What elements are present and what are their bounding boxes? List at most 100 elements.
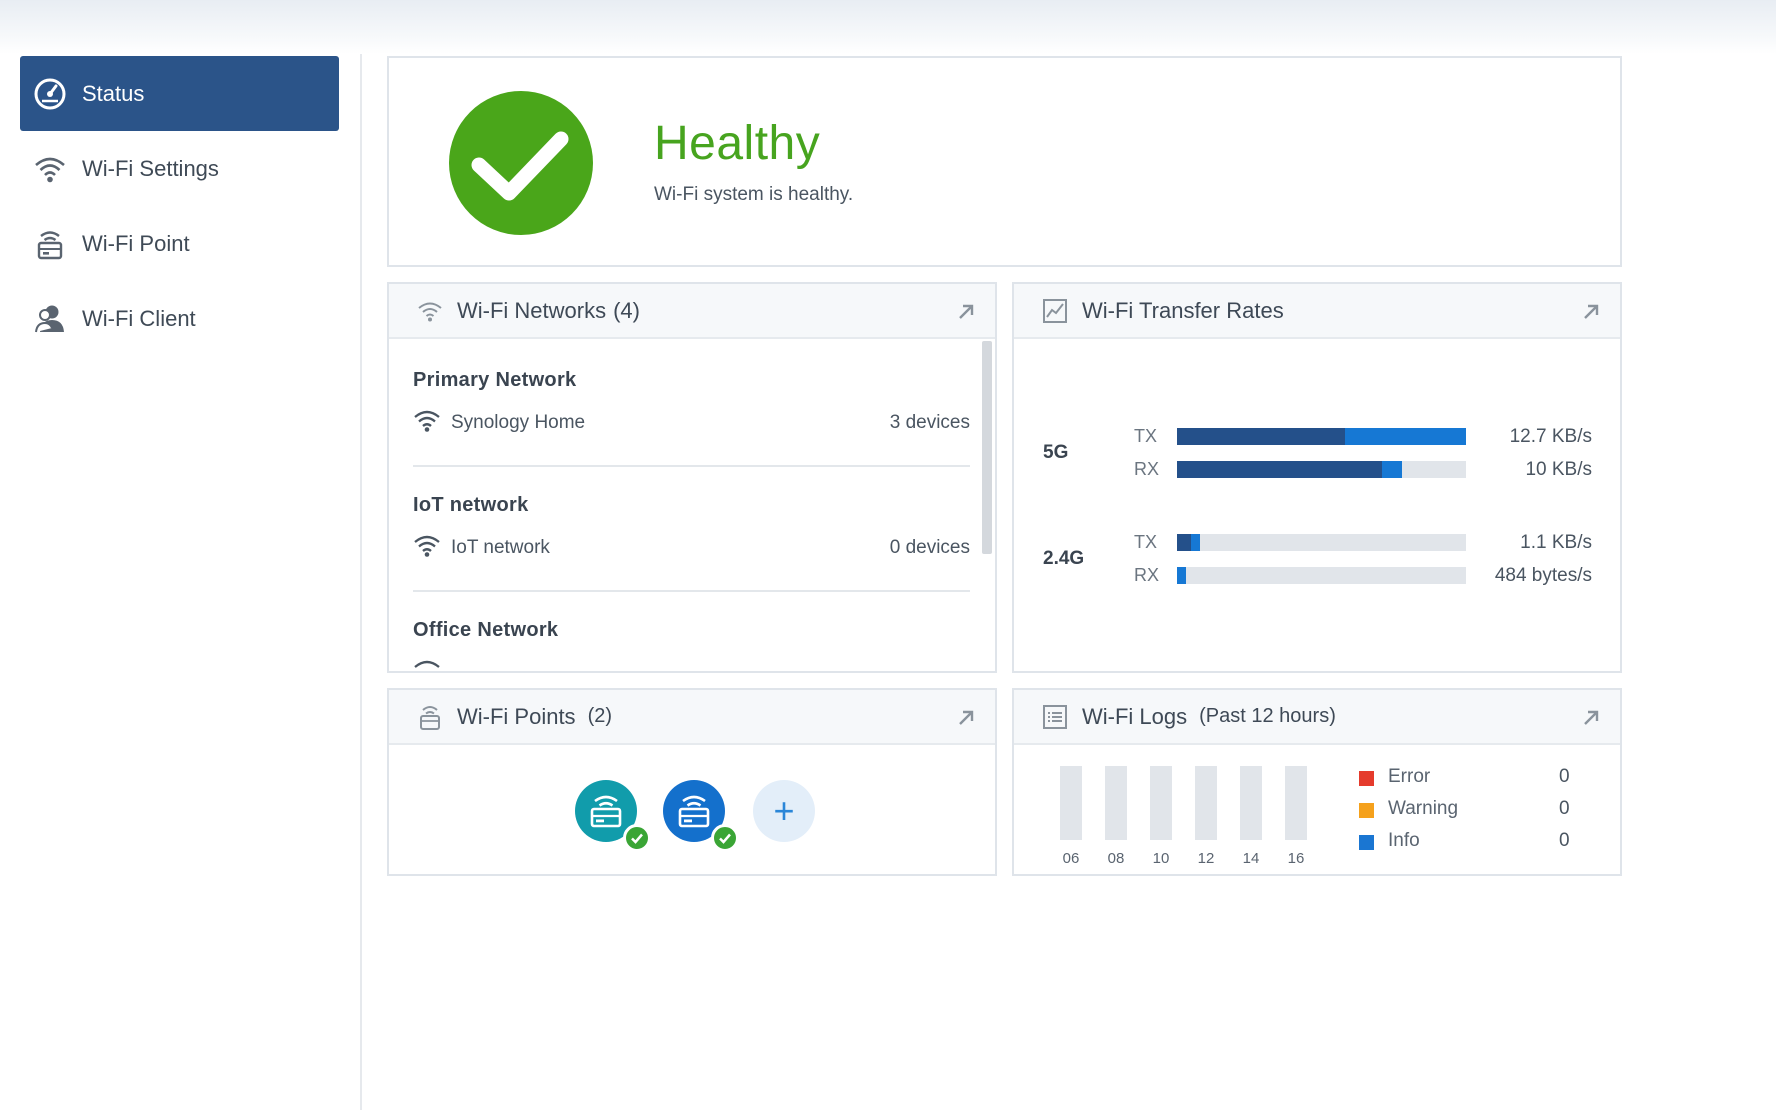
device-count-value: 3 bbox=[889, 412, 901, 433]
network-ssid-row: IoT network 0 devices bbox=[413, 534, 970, 562]
status-ok-icon bbox=[711, 824, 739, 852]
rate-value: 484 bytes/s bbox=[1494, 565, 1592, 586]
network-name: Primary Network bbox=[413, 369, 577, 391]
status-description: Wi-Fi system is healthy. bbox=[654, 184, 854, 205]
network-count: (4) bbox=[613, 297, 640, 323]
sidebar-item-wifi-client[interactable]: Wi-Fi Client bbox=[20, 281, 339, 356]
tx-label: TX bbox=[1134, 532, 1158, 552]
log-bar bbox=[1060, 766, 1082, 840]
wifi-icon bbox=[413, 658, 441, 672]
point-count: (2) bbox=[587, 705, 613, 727]
status-card: Healthy Wi-Fi system is healthy. bbox=[387, 56, 1622, 267]
chart-icon bbox=[1040, 296, 1070, 326]
card-title: Wi-Fi Networks bbox=[457, 297, 607, 323]
network-name: Office Network bbox=[413, 619, 559, 641]
legend-label: Warning bbox=[1388, 798, 1459, 819]
rate-bar bbox=[1177, 428, 1466, 445]
router-icon bbox=[590, 795, 622, 828]
user-icon bbox=[32, 301, 68, 337]
device-count: 3 devices bbox=[890, 412, 970, 434]
rate-bar-base bbox=[1177, 461, 1382, 478]
log-tick-label: 08 bbox=[1107, 850, 1125, 867]
legend-swatch bbox=[1359, 803, 1374, 818]
rate-value: 10 KB/s bbox=[1525, 459, 1592, 480]
sidebar-item-wifi-point[interactable]: Wi-Fi Point bbox=[20, 206, 339, 281]
log-bar bbox=[1195, 766, 1217, 840]
rate-value: 12.7 KB/s bbox=[1509, 426, 1592, 447]
device-count-unit: devices bbox=[905, 412, 970, 433]
sidebar-item-label: Status bbox=[82, 80, 145, 106]
wifi-networks-card: Wi-Fi Networks (4) Primary Network Synol… bbox=[387, 282, 997, 673]
status-title: Healthy bbox=[654, 117, 821, 170]
card-header: Wi-Fi Logs (Past 12 hours) bbox=[1014, 690, 1620, 745]
scrollbar[interactable] bbox=[982, 341, 992, 554]
network-ssid: IoT network bbox=[451, 537, 550, 558]
card-header: Wi-Fi Transfer Rates bbox=[1014, 284, 1620, 339]
log-tick-label: 12 bbox=[1197, 850, 1215, 867]
log-tick-label: 16 bbox=[1287, 850, 1305, 867]
network-ssid-row bbox=[413, 659, 970, 671]
legend-label: Error bbox=[1388, 766, 1431, 787]
band-label-5g: 5G bbox=[1043, 442, 1069, 463]
rx-label: RX bbox=[1134, 459, 1160, 479]
card-title: Wi-Fi Logs bbox=[1082, 703, 1188, 729]
legend-swatch bbox=[1359, 835, 1374, 850]
log-tick-label: 14 bbox=[1242, 850, 1260, 867]
legend-value: 0 bbox=[1559, 830, 1570, 851]
window-top-band bbox=[0, 0, 1776, 54]
add-wifi-point-button[interactable]: + bbox=[753, 780, 815, 842]
log-tick-label: 06 bbox=[1062, 850, 1080, 867]
wifi-icon bbox=[415, 296, 445, 326]
wifi-icon bbox=[413, 408, 441, 439]
rate-bar bbox=[1177, 534, 1466, 551]
legend-value: 0 bbox=[1559, 798, 1570, 819]
status-ok-icon bbox=[623, 824, 651, 852]
rate-bar-peak bbox=[1382, 461, 1402, 478]
network-list: Primary Network Synology Home 3 devices … bbox=[389, 341, 995, 671]
rate-bar-base bbox=[1177, 534, 1191, 551]
wifi-logs-card: Wi-Fi Logs (Past 12 hours) 06 08 10 12 1… bbox=[1012, 688, 1622, 876]
wifi-point-device[interactable] bbox=[575, 780, 651, 852]
rate-bar-peak bbox=[1191, 534, 1200, 551]
card-header: Wi-Fi Points (2) bbox=[389, 690, 995, 745]
expand-icon[interactable] bbox=[1580, 707, 1602, 729]
log-bar bbox=[1240, 766, 1262, 840]
wifi-point-device[interactable] bbox=[663, 780, 739, 852]
expand-icon[interactable] bbox=[955, 707, 977, 729]
sidebar-item-status[interactable]: Status bbox=[20, 56, 339, 131]
device-count-value: 0 bbox=[889, 537, 901, 558]
wifi-icon bbox=[32, 151, 68, 187]
network-ssid-row: Synology Home 3 devices bbox=[413, 409, 970, 437]
sidebar-item-label: Wi-Fi Settings bbox=[82, 155, 219, 181]
legend-swatch bbox=[1359, 771, 1374, 786]
device-count-unit: devices bbox=[905, 537, 970, 558]
rate-value: 1.1 KB/s bbox=[1520, 532, 1592, 553]
transfer-rates-card: Wi-Fi Transfer Rates 5G TX 12.7 KB/s RX … bbox=[1012, 282, 1622, 673]
separator bbox=[413, 590, 970, 592]
router-icon bbox=[415, 702, 445, 732]
rate-bar bbox=[1177, 461, 1466, 478]
card-title: Wi-Fi Points bbox=[457, 703, 576, 729]
sidebar-divider bbox=[360, 54, 362, 1110]
sidebar-item-wifi-settings[interactable]: Wi-Fi Settings bbox=[20, 131, 339, 206]
log-bar bbox=[1105, 766, 1127, 840]
card-header: Wi-Fi Networks (4) bbox=[389, 284, 995, 339]
sidebar-item-label: Wi-Fi Client bbox=[82, 305, 196, 331]
rx-label: RX bbox=[1134, 565, 1160, 585]
rate-bar bbox=[1177, 567, 1466, 584]
expand-icon[interactable] bbox=[955, 301, 977, 323]
sidebar-item-label: Wi-Fi Point bbox=[82, 230, 190, 256]
wifi-icon bbox=[413, 533, 441, 564]
log-list-icon bbox=[1040, 702, 1070, 732]
log-tick-label: 10 bbox=[1152, 850, 1170, 867]
router-icon bbox=[32, 226, 68, 262]
legend-label: Info bbox=[1388, 830, 1420, 851]
expand-icon[interactable] bbox=[1580, 301, 1602, 323]
plus-icon: + bbox=[773, 790, 795, 831]
router-icon bbox=[678, 795, 710, 828]
band-label-24g: 2.4G bbox=[1043, 548, 1085, 569]
dashboard-icon bbox=[32, 76, 68, 112]
card-subtitle: (Past 12 hours) bbox=[1199, 705, 1336, 727]
wifi-points-card: Wi-Fi Points (2) + bbox=[387, 688, 997, 876]
log-bar bbox=[1150, 766, 1172, 840]
